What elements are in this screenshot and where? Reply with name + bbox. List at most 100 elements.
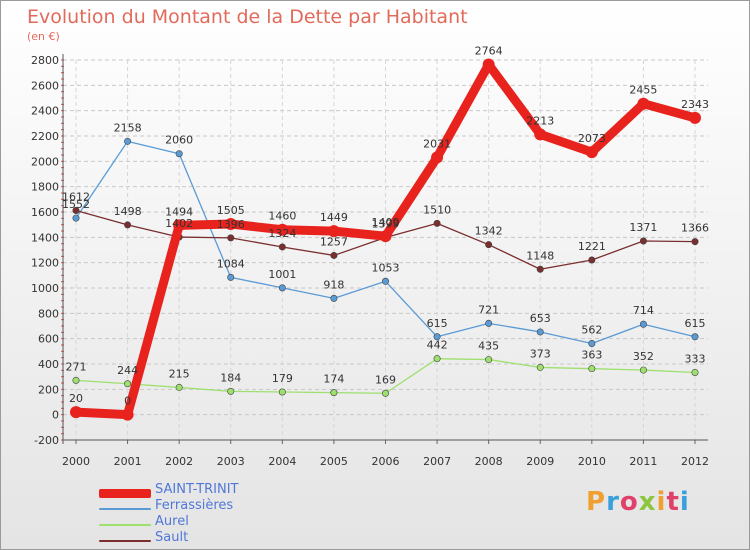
data-point [433,219,441,227]
axes: -200020040060080010001200140016001800200… [31,54,709,468]
data-label: 373 [530,347,551,360]
y-tick-label: 600 [38,333,59,346]
data-point [639,320,647,328]
data-point [433,355,441,363]
data-label: 363 [581,349,602,362]
data-label: 1148 [526,249,554,262]
y-tick-label: 1600 [31,206,59,219]
data-label: 1366 [681,222,709,235]
series-lines [70,58,701,421]
data-point [585,146,598,159]
data-label: 615 [685,317,706,330]
data-label: 435 [478,340,499,353]
legend-label: SAINT-TRINIT [155,482,239,497]
data-label: 215 [169,367,190,380]
data-point [691,238,699,246]
data-label: 442 [427,339,448,352]
data-point [691,368,699,376]
x-tick-label: 2008 [475,455,503,468]
x-tick-label: 2000 [62,455,90,468]
x-tick-label: 2006 [372,455,400,468]
data-point [536,265,544,273]
data-point [173,219,186,232]
y-tick-label: 200 [38,383,59,396]
proxiti-logo: Proxiti [586,487,690,517]
data-label: 1221 [578,240,606,253]
data-label: 2343 [681,98,709,111]
data-label: 1324 [268,227,296,240]
data-point [124,221,132,229]
data-point [124,137,132,145]
data-label: 1084 [217,257,245,270]
logo-letter: t [666,487,680,517]
data-point [485,241,493,249]
grid-lines [63,59,708,441]
data-point [227,273,235,281]
data-label: 169 [375,373,396,386]
x-tick-label: 2004 [268,455,296,468]
data-label: 244 [117,364,138,377]
data-label: 1402 [165,217,193,230]
data-label: 179 [272,372,293,385]
data-label: 1396 [217,218,245,231]
data-label: 1449 [320,211,348,224]
data-point [639,366,647,374]
data-point [433,333,441,341]
chart-title: Evolution du Montant de la Dette par Hab… [27,6,468,28]
data-point [121,408,134,421]
data-point [536,363,544,371]
data-point [485,319,493,327]
x-tick-label: 2009 [526,455,554,468]
data-label: 1612 [62,190,90,203]
data-label: 1257 [320,235,348,248]
data-point [588,365,596,373]
data-label: 1552 [62,198,90,211]
data-label: 1460 [268,210,296,223]
y-tick-label: 1000 [31,282,59,295]
data-label: 174 [323,373,344,386]
y-tick-label: 400 [38,358,59,371]
y-tick-label: -200 [34,434,59,447]
data-point [227,387,235,395]
legend-swatch [99,524,151,526]
data-label: 333 [685,352,706,365]
data-point [534,128,547,141]
data-label: 352 [633,350,654,363]
data-point [689,111,701,124]
data-label: 2764 [475,45,503,58]
x-tick-label: 2010 [578,455,606,468]
data-label: 1342 [475,225,503,238]
data-point [637,97,650,110]
data-label: 2213 [526,114,554,127]
legend-swatch [99,508,151,510]
data-point [588,256,596,264]
data-label: 2158 [114,121,142,134]
x-tick-label: 2007 [423,455,451,468]
data-label: 20 [69,392,83,405]
data-label: 2455 [629,84,657,97]
data-label: 1498 [114,205,142,218]
data-label: 714 [633,304,654,317]
data-point [485,356,493,364]
logo-letter: i [656,487,667,517]
y-tick-label: 2800 [31,54,59,67]
data-label: 1510 [423,203,451,216]
data-label: 2073 [578,132,606,145]
data-point [536,328,544,336]
data-point [278,243,286,251]
x-tick-label: 2011 [629,455,657,468]
data-point [72,376,80,384]
data-point [224,218,237,231]
y-tick-label: 1400 [31,231,59,244]
data-label: 653 [530,312,551,325]
legend-label: Ferrassières [155,498,234,513]
data-point [381,277,389,285]
data-label: 271 [66,360,87,373]
data-point [175,150,183,158]
data-point [691,333,699,341]
data-point [327,225,340,238]
data-label: 1053 [372,261,400,274]
data-label: 2060 [165,134,193,147]
